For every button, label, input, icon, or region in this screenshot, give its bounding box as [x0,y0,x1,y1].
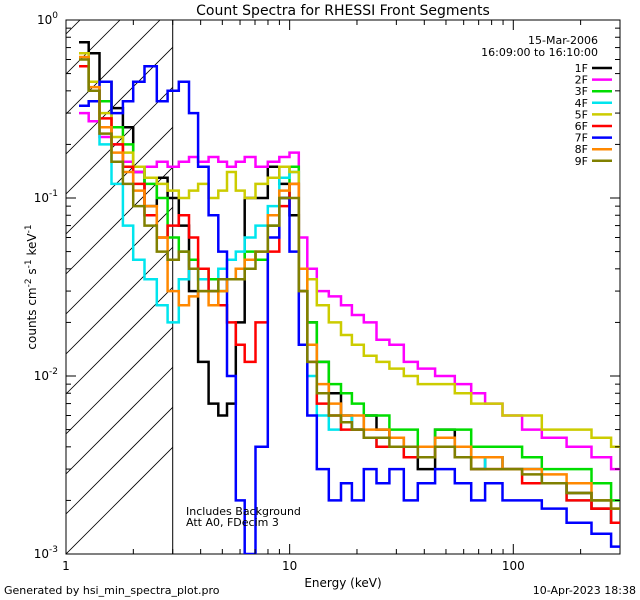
legend-label-4F: 4F [575,97,588,110]
y-tick-label-1e-1: 10-1 [34,189,58,205]
annotation-background: Includes Background [186,505,301,518]
y-tick-label-1e-3: 10-3 [34,545,58,561]
plot-frame [65,19,621,555]
y-tick-label-1e-2: 10-2 [34,367,58,383]
legend-label-8F: 8F [575,143,588,156]
hatch-line [66,287,173,395]
series-4F [79,64,620,524]
x-tick-label-100: 100 [502,559,525,573]
legend-label-3F: 3F [575,85,588,98]
legend-label-5F: 5F [575,108,588,121]
series-6F [79,64,620,524]
hatch-line [66,407,173,515]
series-5F [79,52,620,449]
y-axis-label: counts cm-2 s-1 keV-1 [24,224,39,349]
hatch-line [66,87,173,195]
hatch-line [66,20,81,35]
x-axis-label: Energy (keV) [304,576,381,590]
x-tick-label-10: 10 [282,559,297,573]
series-8F [79,55,620,510]
series-9F [79,58,620,510]
footer-timestamp: 10-Apr-2023 18:38 [533,584,636,597]
hatch-line [66,447,173,554]
legend-label-6F: 6F [575,120,588,133]
x-tick-label-1: 1 [62,559,70,573]
chart-title: Count Spectra for RHESSI Front Segments [196,3,490,19]
hatch-line [66,127,173,235]
footer-generated-by: Generated by hsi_min_spectra_plot.pro [4,584,220,597]
legend-label-1F: 1F [575,62,588,75]
annotation-date: 15-Mar-2006 [528,34,598,47]
legend-label-7F: 7F [575,132,588,145]
axis-ticks [65,19,621,555]
legend-label-9F: 9F [575,155,588,168]
hatch-line [66,367,173,475]
hatch-line [66,247,173,355]
y-tick-label-1e0: 100 [37,11,58,27]
series-1F [79,40,620,524]
series-layer [79,40,620,554]
hatch-line [66,327,173,435]
annotation-attenuator: Att A0, FDecim 3 [186,516,279,529]
annotation-time-range: 16:09:00 to 16:10:00 [481,46,598,59]
hatch-line [66,20,161,115]
legend-label-2F: 2F [575,74,588,87]
